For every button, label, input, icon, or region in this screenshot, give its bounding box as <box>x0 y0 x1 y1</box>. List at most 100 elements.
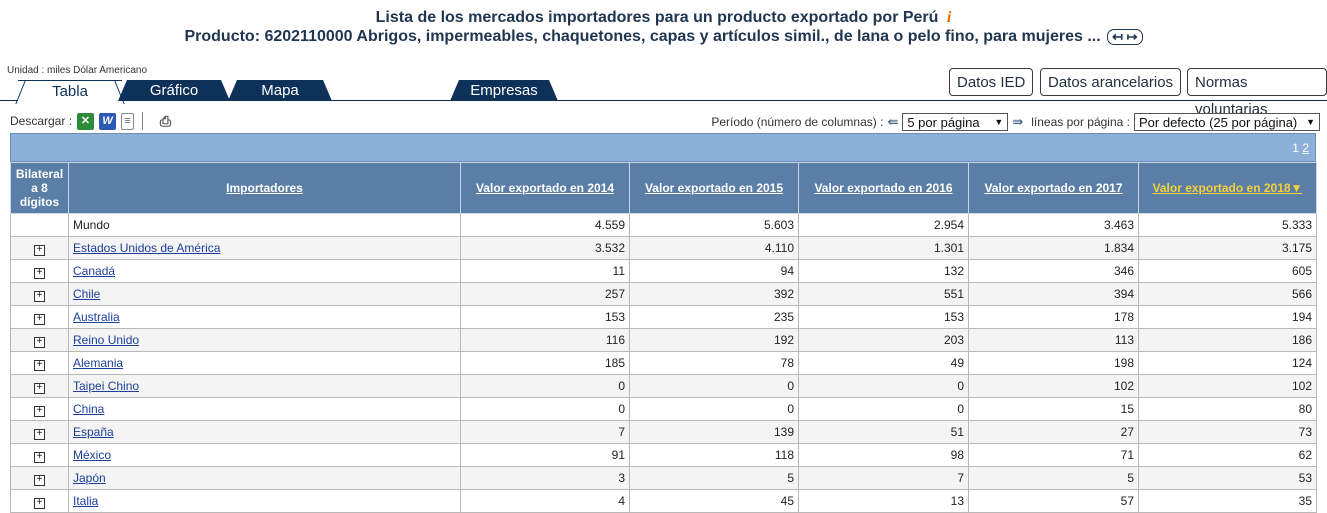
value-cell: 118 <box>629 443 799 467</box>
expand-row-icon[interactable]: + <box>34 359 45 371</box>
table-row: + Taipei Chino 0 0 0 102 102 <box>10 374 1317 398</box>
expand-cell: + <box>10 282 69 306</box>
table-row: + Estados Unidos de América 3.532 4.110 1.30… <box>10 236 1317 260</box>
expand-title-icon[interactable]: ↤ ↦ <box>1107 28 1143 45</box>
table-row: + Japón 3 5 7 5 53 <box>10 466 1317 490</box>
expand-row-icon[interactable]: + <box>34 497 45 509</box>
importer-cell: México <box>68 443 461 467</box>
importer-link[interactable]: Reino Unido <box>73 333 140 347</box>
column-header-2014[interactable]: Valor exportado en 2014 <box>460 162 630 214</box>
expand-row-icon[interactable]: + <box>34 313 45 325</box>
importer-link[interactable]: España <box>73 425 114 439</box>
expand-row-icon[interactable]: + <box>34 405 45 417</box>
value-cell: 45 <box>629 489 799 513</box>
value-cell: 3.532 <box>460 236 630 260</box>
text-file-icon[interactable]: ≡ <box>121 112 135 130</box>
period-select[interactable]: 5 por página ▼ <box>902 113 1009 131</box>
value-cell: 194 <box>1138 305 1317 329</box>
value-cell: 235 <box>629 305 799 329</box>
datos-ied-button[interactable]: Datos IED <box>949 68 1034 96</box>
column-header-importadores[interactable]: Importadores <box>68 162 461 214</box>
normas-voluntarias-button[interactable]: Normas voluntarias <box>1187 68 1327 118</box>
expand-row-icon[interactable]: + <box>34 290 45 302</box>
sort-desc-icon: ▼ <box>1290 181 1303 195</box>
value-cell: 0 <box>629 374 799 398</box>
expand-row-icon[interactable]: + <box>34 382 45 394</box>
expand-row-icon[interactable]: + <box>34 336 45 348</box>
lines-label: líneas por página : <box>1031 115 1130 129</box>
importer-link[interactable]: Canadá <box>73 264 116 278</box>
table-row: + España 7 139 51 27 73 <box>10 420 1317 444</box>
next-period-icon[interactable]: ⇛ <box>1012 114 1024 129</box>
info-icon[interactable]: i <box>946 9 952 26</box>
tab-empresas[interactable]: Empresas <box>450 80 558 101</box>
excel-icon[interactable]: ✕ <box>77 112 95 130</box>
value-cell: 7 <box>798 466 969 490</box>
tab-grafico[interactable]: Gráfico <box>118 80 230 101</box>
importer-link[interactable]: Chile <box>73 287 101 301</box>
datos-arancelarios-button[interactable]: Datos arancelarios <box>1040 68 1182 96</box>
expand-cell: + <box>10 397 69 421</box>
value-cell: 3.463 <box>968 213 1139 237</box>
expand-row-icon[interactable]: + <box>34 474 45 486</box>
importer-name: Mundo <box>73 218 110 232</box>
expand-row-icon[interactable]: + <box>34 451 45 463</box>
value-cell: 3.175 <box>1138 236 1317 260</box>
value-cell: 27 <box>968 420 1139 444</box>
value-cell: 178 <box>968 305 1139 329</box>
value-cell: 80 <box>1138 397 1317 421</box>
tab-mapa[interactable]: Mapa <box>228 80 332 101</box>
value-cell: 0 <box>798 397 969 421</box>
value-cell: 153 <box>460 305 630 329</box>
previous-period-icon[interactable]: ⇚ <box>887 114 899 129</box>
value-cell: 5 <box>968 466 1139 490</box>
value-cell: 2.954 <box>798 213 969 237</box>
value-cell: 71 <box>968 443 1139 467</box>
importer-cell: China <box>68 397 461 421</box>
product-description: Producto: 6202110000 Abrigos, impermeabl… <box>184 28 1101 45</box>
value-cell: 7 <box>460 420 630 444</box>
expand-cell: + <box>10 374 69 398</box>
value-cell: 3 <box>460 466 630 490</box>
importer-link[interactable]: Australia <box>73 310 120 324</box>
column-header-2016[interactable]: Valor exportado en 2016 <box>798 162 969 214</box>
expand-row-icon[interactable]: + <box>34 244 45 256</box>
tabs-divider <box>0 100 1327 101</box>
expand-row-icon[interactable]: + <box>34 428 45 440</box>
download-toolbar: Descargar : ✕ W ≡ ⎙ <box>10 112 175 130</box>
expand-cell <box>10 213 69 237</box>
table-row: + México 91 118 98 71 62 <box>10 443 1317 467</box>
importer-cell: Estados Unidos de América <box>68 236 461 260</box>
importer-link[interactable]: Taipei Chino <box>73 379 140 393</box>
importer-cell: Reino Unido <box>68 328 461 352</box>
value-cell: 139 <box>629 420 799 444</box>
importer-link[interactable]: Japón <box>73 471 106 485</box>
value-cell: 5.333 <box>1138 213 1317 237</box>
column-header-2017[interactable]: Valor exportado en 2017 <box>968 162 1139 214</box>
importer-cell: España <box>68 420 461 444</box>
value-cell: 566 <box>1138 282 1317 306</box>
expand-cell: + <box>10 420 69 444</box>
lines-per-page-select[interactable]: Por defecto (25 por página) ▼ <box>1134 113 1320 131</box>
column-header-2015[interactable]: Valor exportado en 2015 <box>629 162 799 214</box>
value-cell: 98 <box>798 443 969 467</box>
expand-row-icon[interactable]: + <box>34 267 45 279</box>
value-cell: 605 <box>1138 259 1317 283</box>
importer-cell: Alemania <box>68 351 461 375</box>
importer-link[interactable]: China <box>73 402 105 416</box>
tab-tabla[interactable]: Tabla <box>18 80 122 101</box>
value-cell: 4.110 <box>629 236 799 260</box>
column-header-2018[interactable]: Valor exportado en 2018▼ <box>1138 162 1317 214</box>
importer-link[interactable]: Estados Unidos de América <box>73 241 221 255</box>
word-icon[interactable]: W <box>99 112 117 130</box>
importer-cell: Australia <box>68 305 461 329</box>
print-icon[interactable]: ⎙ <box>157 112 175 130</box>
importer-link[interactable]: México <box>73 448 112 462</box>
table-row: Mundo 4.559 5.603 2.954 3.463 5.333 <box>10 213 1317 237</box>
value-cell: 346 <box>968 259 1139 283</box>
period-label: Período (número de columnas) : <box>711 115 884 129</box>
importer-link[interactable]: Italia <box>73 494 99 508</box>
importer-link[interactable]: Alemania <box>73 356 124 370</box>
value-cell: 62 <box>1138 443 1317 467</box>
page-link-2[interactable]: 2 <box>1302 141 1309 155</box>
